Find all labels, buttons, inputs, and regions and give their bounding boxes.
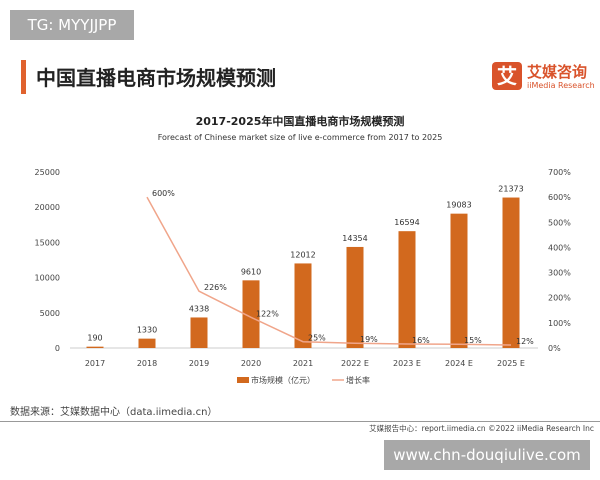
x-tick-label: 2022 E	[341, 359, 369, 368]
x-tick-label: 2023 E	[393, 359, 421, 368]
chart-subtitle: Forecast of Chinese market size of live …	[157, 133, 443, 142]
legend-label-line: 增长率	[346, 375, 370, 385]
growth-value-label: 19%	[360, 335, 378, 344]
bar-value-label: 19083	[446, 201, 471, 210]
logo-text-cn: 艾媒咨询	[527, 63, 588, 81]
x-tick-label: 2024 E	[445, 359, 473, 368]
bar	[450, 213, 468, 348]
x-tick-label: 2017	[85, 359, 105, 368]
growth-value-label: 600%	[152, 189, 175, 198]
right-tick-label: 200%	[548, 294, 571, 303]
x-tick-label: 2019	[189, 359, 209, 368]
growth-value-label: 25%	[308, 334, 326, 343]
left-tick-label: 0	[55, 344, 60, 353]
legend-label-bar: 市场规模（亿元）	[251, 375, 315, 385]
bar-value-label: 16594	[394, 218, 419, 227]
logo-text-en: iiMedia Research	[527, 81, 595, 90]
bar-value-label: 12012	[290, 250, 315, 259]
bar	[190, 317, 208, 348]
right-tick-label: 400%	[548, 243, 571, 252]
logo-icon: 艾	[492, 62, 522, 90]
legend-swatch-bar	[237, 377, 249, 383]
bar	[398, 231, 416, 348]
footer-credit: 艾媒报告中心：report.iimedia.cn ©2022 iiMedia R…	[369, 424, 594, 433]
bar-value-label: 4338	[189, 304, 209, 313]
bar	[502, 197, 520, 348]
growth-value-label: 16%	[412, 336, 430, 345]
left-tick-label: 10000	[35, 274, 60, 283]
x-tick-label: 2018	[137, 359, 157, 368]
right-tick-label: 500%	[548, 218, 571, 227]
chart: 0 5000 10000 15000 20000 25000 0% 100% 200% 300% 4…	[35, 168, 572, 385]
growth-value-label: 122%	[256, 309, 279, 318]
bar	[346, 246, 364, 348]
bar-value-label: 1330	[137, 326, 157, 335]
bar	[294, 263, 312, 348]
data-source: 数据来源：艾媒数据中心（data.iimedia.cn）	[10, 407, 218, 418]
bar-value-label: 9610	[241, 267, 261, 276]
growth-line	[146, 196, 512, 346]
bar	[242, 280, 260, 348]
title-accent-bar	[21, 60, 26, 94]
left-tick-label: 25000	[35, 168, 60, 177]
right-tick-label: 600%	[548, 193, 571, 202]
right-tick-label: 0%	[548, 344, 561, 353]
watermark-bottom: www.chn-douqiulive.com	[384, 440, 590, 470]
left-tick-label: 15000	[35, 238, 60, 247]
bar	[138, 338, 156, 348]
bar-value-label: 190	[87, 334, 102, 343]
growth-value-label: 12%	[516, 337, 534, 346]
x-tick-label: 2025 E	[497, 359, 525, 368]
right-tick-label: 700%	[548, 168, 571, 177]
bar	[86, 346, 104, 348]
left-tick-label: 5000	[40, 309, 60, 318]
left-tick-label: 20000	[35, 203, 60, 212]
divider	[0, 421, 600, 422]
growth-value-label: 15%	[464, 336, 482, 345]
x-tick-label: 2020	[241, 359, 261, 368]
bar-value-label: 21373	[498, 185, 523, 194]
right-tick-label: 300%	[548, 269, 571, 278]
bar-value-label: 14354	[342, 234, 367, 243]
right-tick-label: 100%	[548, 319, 571, 328]
page-title: 中国直播电商市场规模预测	[36, 66, 276, 90]
x-tick-label: 2021	[293, 359, 313, 368]
growth-value-label: 226%	[204, 283, 227, 292]
watermark-top: TG: MYYJJPP	[10, 10, 134, 40]
chart-title: 2017-2025年中国直播电商市场规模预测	[195, 115, 405, 128]
